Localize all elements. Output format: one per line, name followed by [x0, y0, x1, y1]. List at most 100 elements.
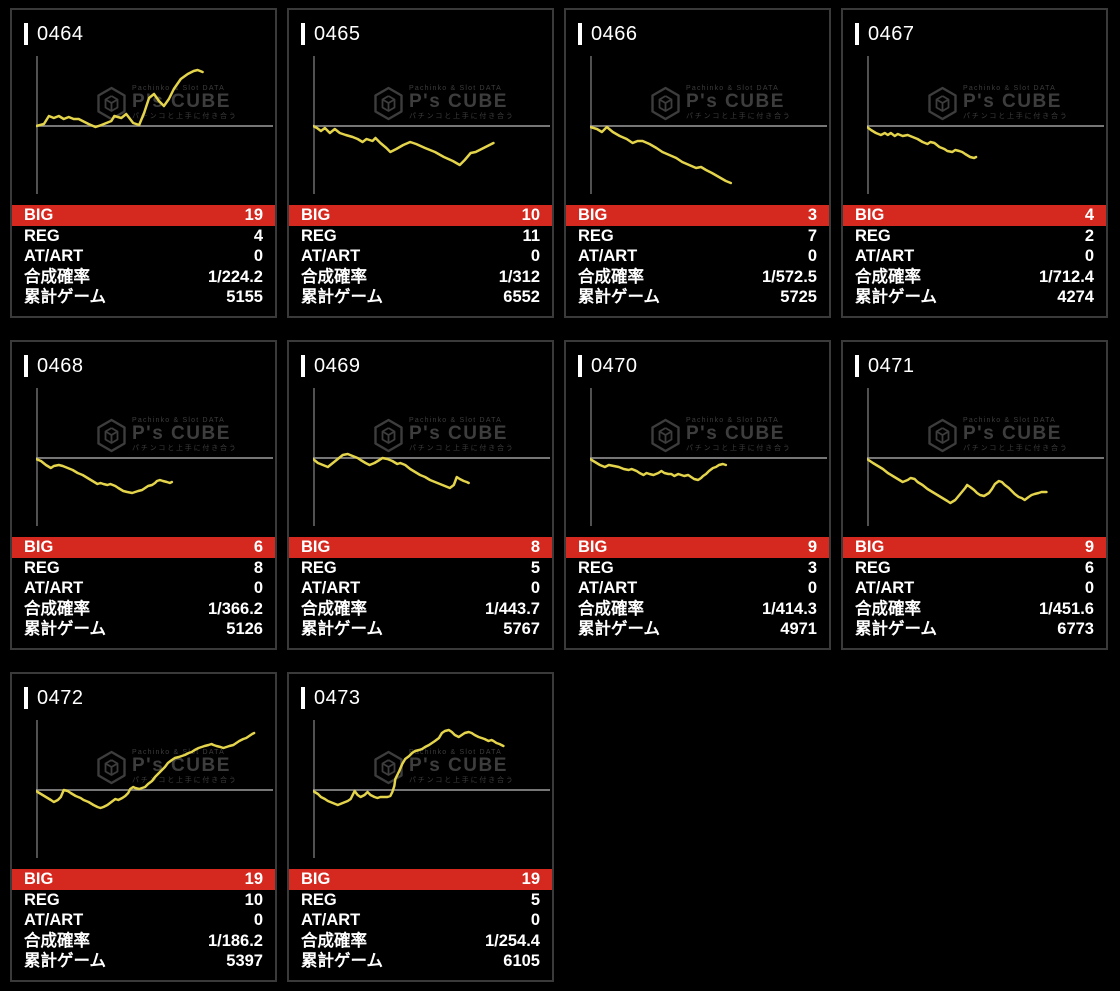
stat-label: REG	[578, 226, 614, 245]
stat-label: 累計ゲーム	[578, 620, 661, 639]
slump-graph: Pachinko & Slot DATA P's CUBE パチンコと上手に付き…	[590, 56, 827, 194]
slump-graph-plot	[313, 56, 550, 194]
stat-label: AT/ART	[24, 911, 84, 930]
stat-row-reg: REG 6	[843, 558, 1106, 579]
stat-value: 8	[253, 558, 263, 577]
stat-value: 1/186.2	[207, 931, 263, 950]
watermark-brand: P's CUBE	[963, 423, 1062, 444]
card-title: 0473	[301, 687, 361, 709]
stat-row-total-games: 累計ゲーム 5126	[12, 619, 275, 640]
stat-row-at-art: AT/ART 0	[289, 578, 552, 599]
stat-value: 10	[244, 890, 263, 909]
stat-row-rate: 合成確率 1/254.4	[289, 931, 552, 952]
stat-row-big: BIG 9	[843, 537, 1106, 558]
slump-graph: Pachinko & Slot DATA P's CUBE パチンコと上手に付き…	[313, 720, 550, 858]
stats-table: BIG 4 REG 2 AT/ART 0 合成確率 1/712.4 累計ゲーム	[843, 205, 1106, 308]
stat-label: BIG	[578, 538, 608, 556]
stat-label: AT/ART	[301, 247, 361, 266]
slump-graph: Pachinko & Slot DATA P's CUBE パチンコと上手に付き…	[36, 720, 273, 858]
watermark-top-text: Pachinko & Slot DATA	[963, 417, 1056, 424]
machine-card[interactable]: 0468 Pachinko & Slot DATA P's CUBE パチンコと…	[10, 340, 277, 650]
stat-label: BIG	[855, 206, 885, 224]
stat-value: 7	[807, 226, 817, 245]
watermark-bottom-text: パチンコと上手に付き合う	[686, 445, 792, 452]
slump-graph: Pachinko & Slot DATA P's CUBE パチンコと上手に付き…	[36, 388, 273, 526]
stat-value: 0	[530, 247, 540, 266]
stat-value: 0	[807, 247, 817, 266]
machine-number: 0470	[591, 355, 638, 377]
stat-label: 累計ゲーム	[301, 288, 384, 307]
stats-table: BIG 19 REG 5 AT/ART 0 合成確率 1/254.4 累計ゲーム	[289, 869, 552, 972]
slump-graph-plot	[590, 56, 827, 194]
stat-value: 5155	[226, 288, 263, 307]
card-title: 0466	[578, 23, 638, 45]
title-accent-bar	[578, 355, 582, 377]
stat-label: 累計ゲーム	[301, 952, 384, 971]
title-accent-bar	[578, 23, 582, 45]
ps-cube-watermark: Pachinko & Slot DATA P's CUBE パチンコと上手に付き…	[373, 749, 517, 785]
stat-row-at-art: AT/ART 0	[566, 578, 829, 599]
slump-graph-plot	[590, 388, 827, 526]
stat-row-at-art: AT/ART 0	[289, 246, 552, 267]
stat-label: REG	[855, 558, 891, 577]
stat-value: 0	[530, 911, 540, 930]
stat-row-at-art: AT/ART 0	[12, 910, 275, 931]
stat-label: 合成確率	[578, 599, 644, 618]
title-accent-bar	[855, 355, 859, 377]
stat-row-at-art: AT/ART 0	[12, 246, 275, 267]
machine-card[interactable]: 0467 Pachinko & Slot DATA P's CUBE パチンコと…	[841, 8, 1108, 318]
stat-value: 1/254.4	[484, 931, 540, 950]
stat-label: REG	[578, 558, 614, 577]
machine-card[interactable]: 0469 Pachinko & Slot DATA P's CUBE パチンコと…	[287, 340, 554, 650]
stat-row-total-games: 累計ゲーム 4971	[566, 619, 829, 640]
payout-line	[590, 125, 733, 185]
payout-line	[313, 124, 495, 167]
stats-table: BIG 19 REG 4 AT/ART 0 合成確率 1/224.2 累計ゲーム	[12, 205, 275, 308]
stat-row-total-games: 累計ゲーム 5725	[566, 287, 829, 308]
machine-number: 0472	[37, 687, 84, 709]
stats-table: BIG 6 REG 8 AT/ART 0 合成確率 1/366.2 累計ゲーム	[12, 537, 275, 640]
machine-card[interactable]: 0473 Pachinko & Slot DATA P's CUBE パチンコと…	[287, 672, 554, 982]
stat-value: 3	[807, 558, 817, 577]
slump-graph: Pachinko & Slot DATA P's CUBE パチンコと上手に付き…	[867, 388, 1104, 526]
machine-card[interactable]: 0466 Pachinko & Slot DATA P's CUBE パチンコと…	[564, 8, 831, 318]
slump-graph: Pachinko & Slot DATA P's CUBE パチンコと上手に付き…	[867, 56, 1104, 194]
stat-row-big: BIG 6	[12, 537, 275, 558]
ps-cube-watermark: Pachinko & Slot DATA P's CUBE パチンコと上手に付き…	[927, 417, 1071, 453]
stat-value: 6552	[503, 288, 540, 307]
watermark-bottom-text: パチンコと上手に付き合う	[963, 445, 1069, 452]
stat-value: 9	[1084, 538, 1094, 556]
ps-cube-logo-icon	[374, 750, 403, 784]
stat-row-rate: 合成確率 1/572.5	[566, 267, 829, 288]
watermark-brand: P's CUBE	[409, 423, 508, 444]
stat-row-rate: 合成確率 1/414.3	[566, 599, 829, 620]
stat-row-total-games: 累計ゲーム 5767	[289, 619, 552, 640]
stat-row-reg: REG 8	[12, 558, 275, 579]
ps-cube-watermark: Pachinko & Slot DATA P's CUBE パチンコと上手に付き…	[96, 749, 240, 785]
stat-label: 累計ゲーム	[24, 620, 107, 639]
stats-table: BIG 19 REG 10 AT/ART 0 合成確率 1/186.2 累計ゲー…	[12, 869, 275, 972]
stat-label: AT/ART	[24, 579, 84, 598]
machine-card[interactable]: 0464 Pachinko & Slot DATA P's CUBE パチンコと…	[10, 8, 277, 318]
stat-value: 1/443.7	[484, 599, 540, 618]
watermark-top-text: Pachinko & Slot DATA	[132, 749, 225, 756]
machine-card[interactable]: 0465 Pachinko & Slot DATA P's CUBE パチンコと…	[287, 8, 554, 318]
machine-card[interactable]: 0472 Pachinko & Slot DATA P's CUBE パチンコと…	[10, 672, 277, 982]
stat-row-at-art: AT/ART 0	[289, 910, 552, 931]
machine-card[interactable]: 0471 Pachinko & Slot DATA P's CUBE パチンコと…	[841, 340, 1108, 650]
stat-row-big: BIG 19	[12, 869, 275, 890]
stat-value: 5	[530, 558, 540, 577]
ps-cube-watermark: Pachinko & Slot DATA P's CUBE パチンコと上手に付き…	[650, 417, 794, 453]
stat-row-total-games: 累計ゲーム 4274	[843, 287, 1106, 308]
machine-number: 0469	[314, 355, 361, 377]
stat-label: BIG	[24, 538, 54, 556]
stat-value: 6773	[1057, 620, 1094, 639]
ps-cube-watermark: Pachinko & Slot DATA P's CUBE パチンコと上手に付き…	[96, 417, 240, 453]
machine-card[interactable]: 0470 Pachinko & Slot DATA P's CUBE パチンコと…	[564, 340, 831, 650]
watermark-text-block: Pachinko & Slot DATA P's CUBE パチンコと上手に付き…	[132, 417, 240, 453]
stat-row-big: BIG 10	[289, 205, 552, 226]
stat-row-big: BIG 19	[12, 205, 275, 226]
payout-line	[313, 452, 470, 490]
stat-label: 合成確率	[855, 267, 921, 286]
